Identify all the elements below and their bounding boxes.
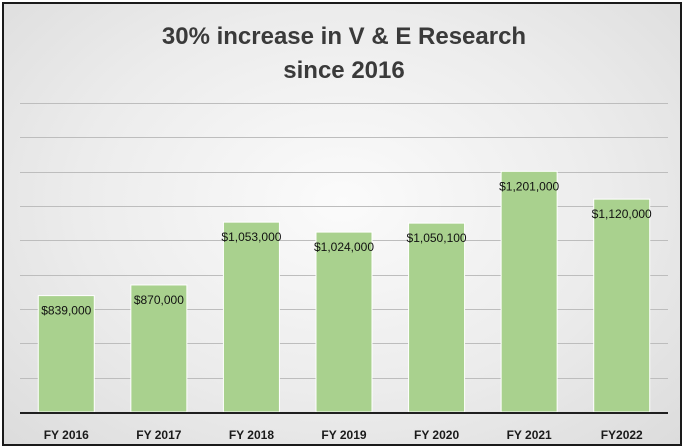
x-axis-tick-labels: FY 2016 FY 2017 FY 2018 FY 2019 FY 2020 FY 20…	[44, 428, 643, 442]
bar-chart: $839,000 $870,000 $1,053,000 $1,024,000 $1,0…	[20, 103, 668, 442]
bars	[37, 170, 651, 413]
bar-fy-2019	[315, 231, 373, 413]
bar-fy-2018	[222, 221, 280, 413]
data-label: $1,120,000	[592, 207, 652, 221]
data-label: $870,000	[134, 293, 184, 307]
data-label: $839,000	[41, 304, 91, 318]
data-label: $1,024,000	[314, 240, 374, 254]
x-tick-label: FY 2016	[44, 428, 89, 442]
data-label: $1,050,100	[407, 231, 467, 245]
x-tick-label: FY 2019	[321, 428, 366, 442]
chart-title: 30% increase in V & E Research since 201…	[4, 20, 680, 88]
bar-fy-2021	[500, 170, 558, 413]
data-labels: $839,000 $870,000 $1,053,000 $1,024,000 $1,0…	[41, 179, 652, 317]
x-tick-label: FY 2021	[507, 428, 552, 442]
x-tick-label: FY 2017	[136, 428, 181, 442]
chart-title-line-2: since 2016	[283, 57, 405, 84]
x-tick-label: FY 2020	[414, 428, 459, 442]
bar-fy-2020	[408, 222, 466, 413]
data-label: $1,053,000	[221, 230, 281, 244]
chart-title-line-1: 30% increase in V & E Research	[161, 23, 527, 50]
x-tick-label: FY2022	[601, 428, 643, 442]
bar-fy2022	[593, 198, 651, 413]
x-tick-label: FY 2018	[229, 428, 274, 442]
bar-fy-2016	[37, 295, 95, 413]
data-label: $1,201,000	[499, 179, 559, 193]
